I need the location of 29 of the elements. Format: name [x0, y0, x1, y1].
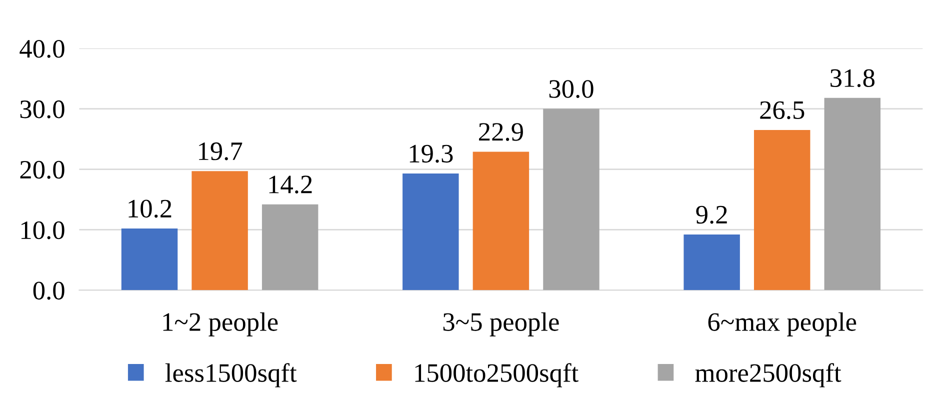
x-tick-label: 3~5 people	[443, 312, 559, 336]
data-label: 9.2	[696, 206, 727, 224]
legend-label: more2500sqft	[695, 363, 842, 388]
bar	[262, 204, 318, 290]
data-label: 30.0	[549, 80, 594, 98]
bar	[684, 234, 740, 290]
data-label: 10.2	[128, 200, 172, 218]
data-label: 22.9	[479, 123, 523, 141]
data-label: 14.2	[269, 176, 312, 194]
bar	[402, 173, 459, 290]
y-tick-label: 10.0	[21, 221, 64, 240]
x-tick-label: 6~max people	[708, 312, 856, 336]
bar	[824, 98, 881, 290]
y-tick-label: 20.0	[20, 160, 64, 179]
data-label: 19.3	[410, 144, 453, 163]
bar	[192, 171, 248, 290]
bar	[543, 108, 600, 290]
bar	[121, 228, 178, 290]
bar	[754, 130, 810, 290]
data-label: 26.5	[760, 101, 804, 120]
bar	[472, 152, 530, 290]
data-label: 31.8	[830, 69, 874, 88]
x-tick-label: 1~2 people	[163, 312, 278, 336]
y-tick-label: 40.0	[20, 40, 64, 58]
y-tick-label: 30.0	[20, 100, 64, 118]
y-tick-label: 0.0	[33, 282, 64, 300]
legend-label: less1500sqft	[165, 363, 297, 388]
legend-label: 1500to2500sqft	[415, 363, 578, 388]
data-label: 19.7	[199, 142, 242, 160]
